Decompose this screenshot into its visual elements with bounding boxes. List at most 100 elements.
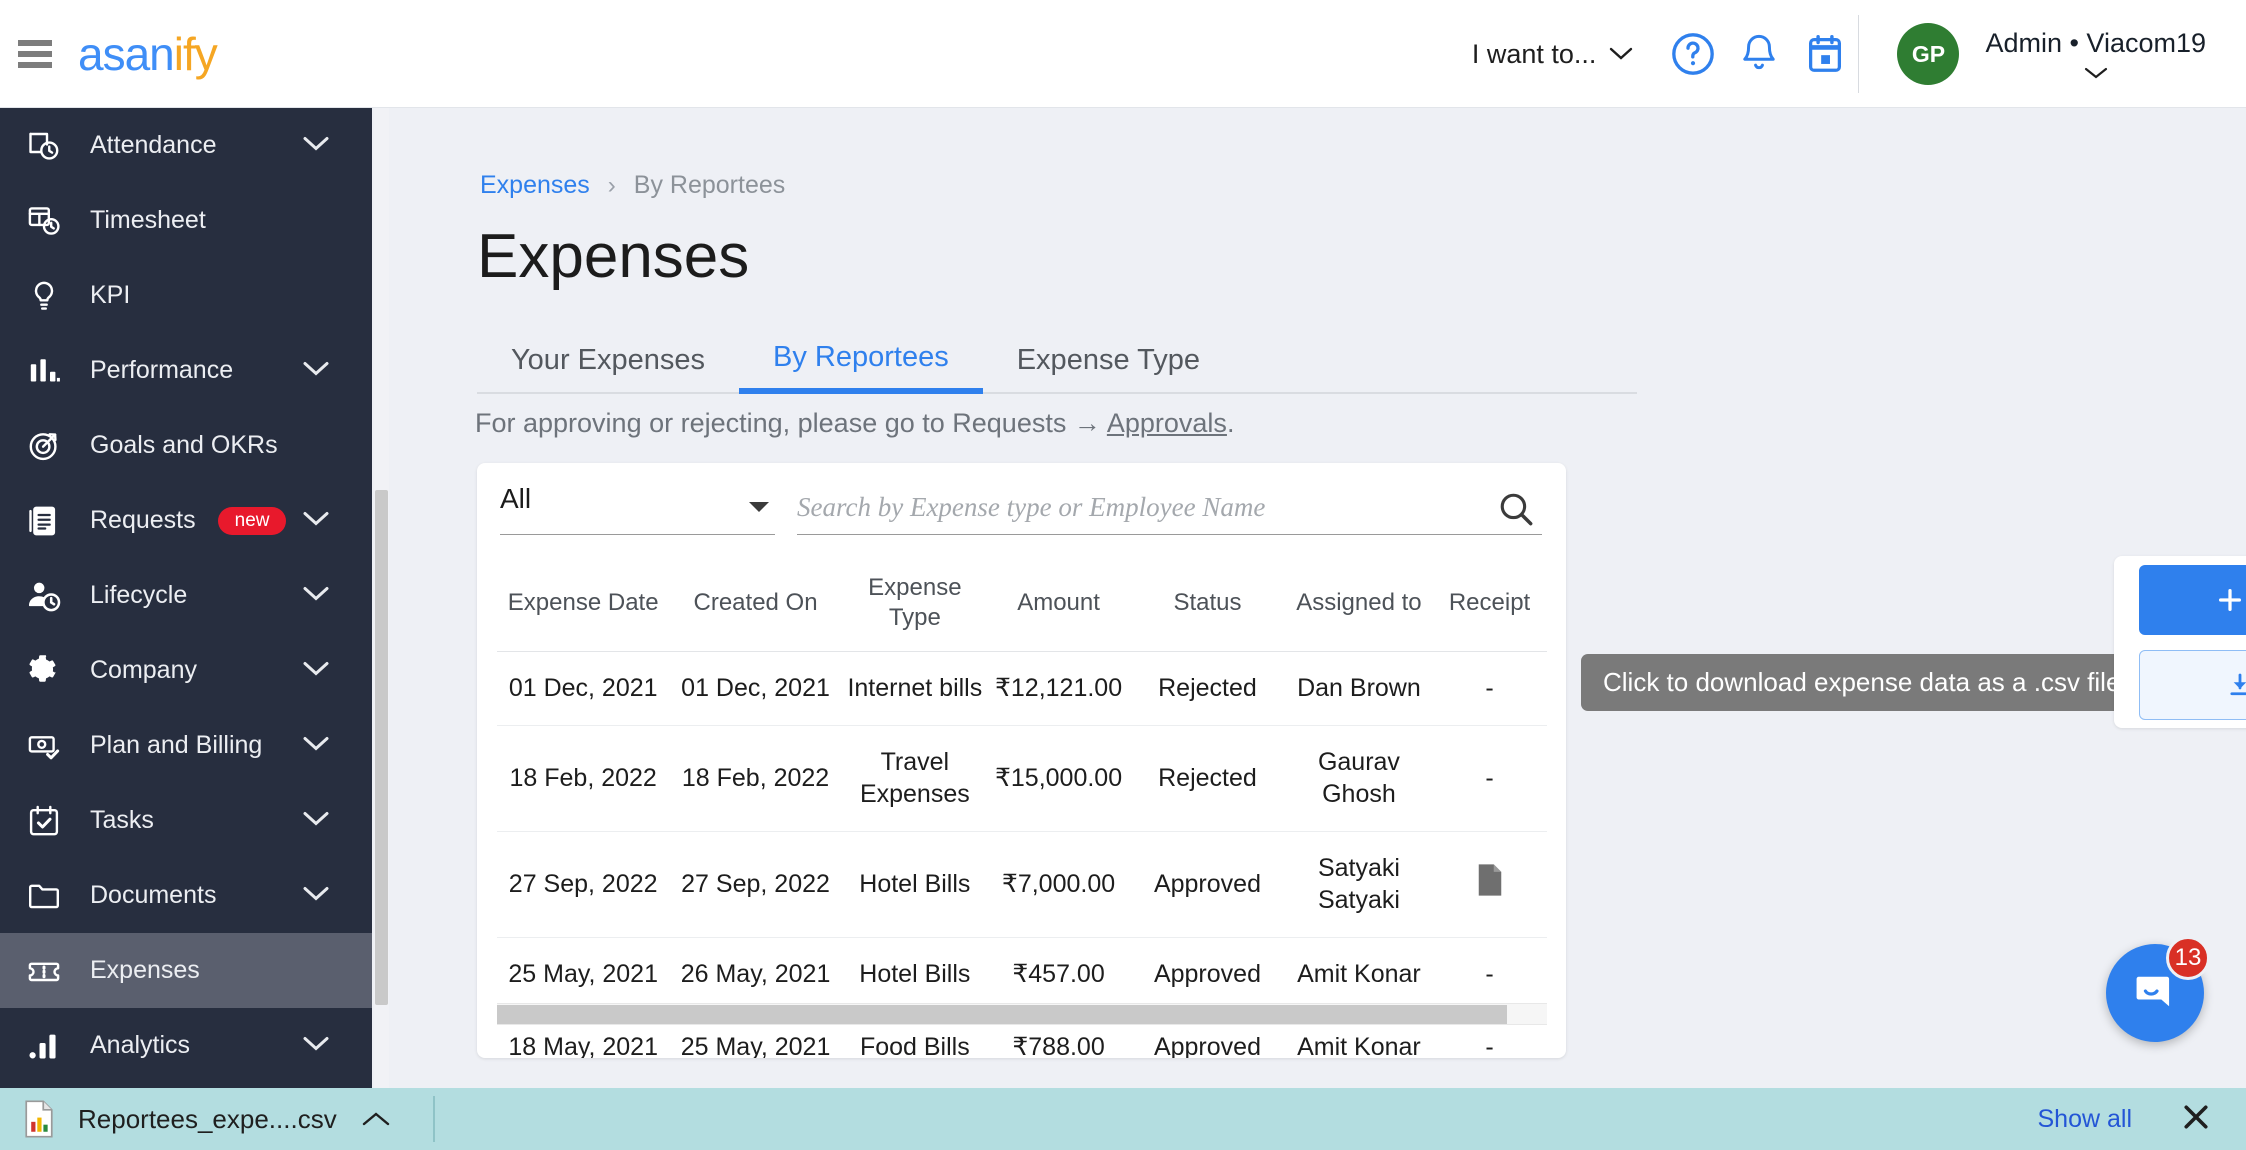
search-input[interactable] xyxy=(797,483,1487,531)
sidebar-item-expenses[interactable]: Expenses xyxy=(0,933,372,1008)
table-row[interactable]: 27 Sep, 2022 27 Sep, 2022 Hotel Bills ₹7,00… xyxy=(497,831,1547,938)
cell-assigned-to: Dan Brown xyxy=(1285,651,1433,726)
avatar[interactable]: GP xyxy=(1897,23,1960,85)
tab-by-reportees[interactable]: By Reportees xyxy=(739,326,983,394)
download-file-name: Reportees_expe....csv xyxy=(78,1103,337,1134)
chevron-down-icon[interactable] xyxy=(300,508,332,533)
breadcrumb-root-link[interactable]: Expenses xyxy=(480,171,590,199)
expense-filter-select[interactable]: All xyxy=(500,483,775,535)
sidebar-item-label: Timesheet xyxy=(90,206,206,234)
tab-your-expenses[interactable]: Your Expenses xyxy=(511,343,706,376)
column-header-expense-type: Expense Type xyxy=(841,559,988,652)
attendance-clock-icon xyxy=(18,125,70,167)
sidebar-scrollbar-thumb[interactable] xyxy=(375,490,388,1005)
filters-row: All xyxy=(477,463,1566,553)
analytics-bars-icon xyxy=(18,1025,70,1067)
sidebar-item-label: Analytics xyxy=(90,1031,191,1059)
search-icon[interactable] xyxy=(1494,487,1538,536)
calendar-check-icon xyxy=(18,800,70,842)
sidebar-item-company[interactable]: Company xyxy=(0,633,372,708)
sidebar-item-label: Expenses xyxy=(90,956,200,984)
billing-money-icon xyxy=(18,725,70,767)
cell-receipt[interactable] xyxy=(1432,831,1547,938)
notification-bell-icon[interactable] xyxy=(1726,21,1792,87)
chevron-down-icon[interactable] xyxy=(300,583,332,608)
breadcrumb: Expenses › By Reportees xyxy=(480,171,785,200)
show-all-downloads-button[interactable]: Show all xyxy=(2037,1104,2133,1133)
sidebar-item-timesheet[interactable]: Timesheet xyxy=(0,183,372,258)
expense-filter-value: All xyxy=(500,483,532,514)
chevron-down-icon[interactable] xyxy=(300,658,332,683)
asanify-logo[interactable]: asanify xyxy=(78,27,218,81)
column-header-status: Status xyxy=(1129,559,1286,652)
chevron-up-icon[interactable] xyxy=(359,1108,393,1130)
chevron-down-icon xyxy=(749,502,769,512)
calendar-icon[interactable] xyxy=(1792,21,1858,87)
approval-note-text: For approving or rejecting, please go to… xyxy=(475,408,1107,438)
add-expense-button[interactable]: Add Expense xyxy=(2139,564,2246,635)
sidebar-item-kpi[interactable]: KPI xyxy=(0,258,372,333)
csv-file-icon xyxy=(25,1100,53,1138)
chevron-down-icon[interactable] xyxy=(300,733,332,758)
cell-receipt: - xyxy=(1432,651,1547,726)
search-field-wrapper xyxy=(797,483,1542,535)
bar-chart-icon xyxy=(18,350,70,392)
bulb-icon xyxy=(18,275,70,317)
download-icon xyxy=(2230,673,2246,695)
sidebar-badge-new: new xyxy=(217,506,287,535)
sidebar-item-label: Requests xyxy=(90,506,196,534)
tab-expense-type[interactable]: Expense Type xyxy=(1016,343,1200,376)
column-header-created-on: Created On xyxy=(669,559,842,652)
plus-icon xyxy=(2218,588,2241,611)
sidebar-item-label: Performance xyxy=(90,356,234,384)
sidebar-item-label: Documents xyxy=(90,881,217,909)
top-header-bar: asanify I want to... xyxy=(0,0,2246,108)
chevron-down-icon[interactable] xyxy=(300,358,332,383)
cell-amount: ₹457.00 xyxy=(987,937,1130,1011)
logo-text-primary: asan xyxy=(78,27,175,80)
chat-launcher-button[interactable]: 13 xyxy=(2106,936,2210,1042)
sidebar-item-requests[interactable]: Requests new xyxy=(0,483,372,558)
sidebar-item-goals-and-okrs[interactable]: Goals and OKRs xyxy=(0,408,372,483)
chevron-down-icon[interactable] xyxy=(300,808,332,833)
sidebar-nav: Attendance Timesheet KPI Performance Goals a… xyxy=(0,108,372,1088)
approvals-link[interactable]: Approvals xyxy=(1106,408,1227,438)
export-csv-button[interactable]: Export CSV xyxy=(2139,649,2246,720)
download-item[interactable]: Reportees_expe....csv xyxy=(22,1099,393,1139)
table-row[interactable]: 25 May, 2021 26 May, 2021 Hotel Bills ₹457.… xyxy=(497,937,1547,1011)
cell-receipt: - xyxy=(1432,725,1547,832)
cell-created-on: 18 Feb, 2022 xyxy=(669,725,842,832)
sidebar-item-performance[interactable]: Performance xyxy=(0,333,372,408)
sidebar-item-plan-and-billing[interactable]: Plan and Billing xyxy=(0,708,372,783)
hamburger-icon[interactable] xyxy=(18,39,52,69)
chevron-down-icon[interactable] xyxy=(300,1033,332,1058)
cell-expense-date: 01 Dec, 2021 xyxy=(497,651,670,726)
header-actions: I want to... xyxy=(1472,0,2246,108)
breadcrumb-separator: › xyxy=(607,171,616,199)
receipt-file-icon[interactable] xyxy=(1475,862,1505,898)
header-divider xyxy=(1858,15,1860,93)
sidebar-item-documents[interactable]: Documents xyxy=(0,858,372,933)
sidebar-item-lifecycle[interactable]: Lifecycle xyxy=(0,558,372,633)
table-row[interactable]: 01 Dec, 2021 01 Dec, 2021 Internet bills ₹1… xyxy=(497,651,1547,726)
help-circle-icon[interactable] xyxy=(1660,21,1726,87)
i-want-to-dropdown[interactable]: I want to... xyxy=(1472,39,1661,70)
cell-status: Approved xyxy=(1129,831,1286,938)
column-header-expense-date: Expense Date xyxy=(497,559,670,652)
sidebar-item-analytics[interactable]: Analytics xyxy=(0,1008,372,1083)
cell-expense-type: Hotel Bills xyxy=(841,831,988,938)
table-row[interactable]: 18 Feb, 2022 18 Feb, 2022 Travel Expenses ₹… xyxy=(497,725,1547,832)
table-horizontal-scrollbar-thumb[interactable] xyxy=(497,1005,1507,1024)
sidebar-item-attendance[interactable]: Attendance xyxy=(0,108,372,183)
table-horizontal-scrollbar-track[interactable] xyxy=(497,1003,1547,1025)
user-menu[interactable]: Admin • Viacom19 xyxy=(1985,27,2206,81)
cell-created-on: 26 May, 2021 xyxy=(669,937,842,1011)
cell-expense-type: Internet bills xyxy=(841,651,988,726)
chevron-down-icon[interactable] xyxy=(300,133,332,158)
sidebar-item-label: KPI xyxy=(90,281,131,309)
close-icon[interactable] xyxy=(2178,1099,2214,1140)
sidebar-item-tasks[interactable]: Tasks xyxy=(0,783,372,858)
cell-expense-date: 25 May, 2021 xyxy=(497,937,670,1011)
chevron-down-icon[interactable] xyxy=(300,883,332,908)
